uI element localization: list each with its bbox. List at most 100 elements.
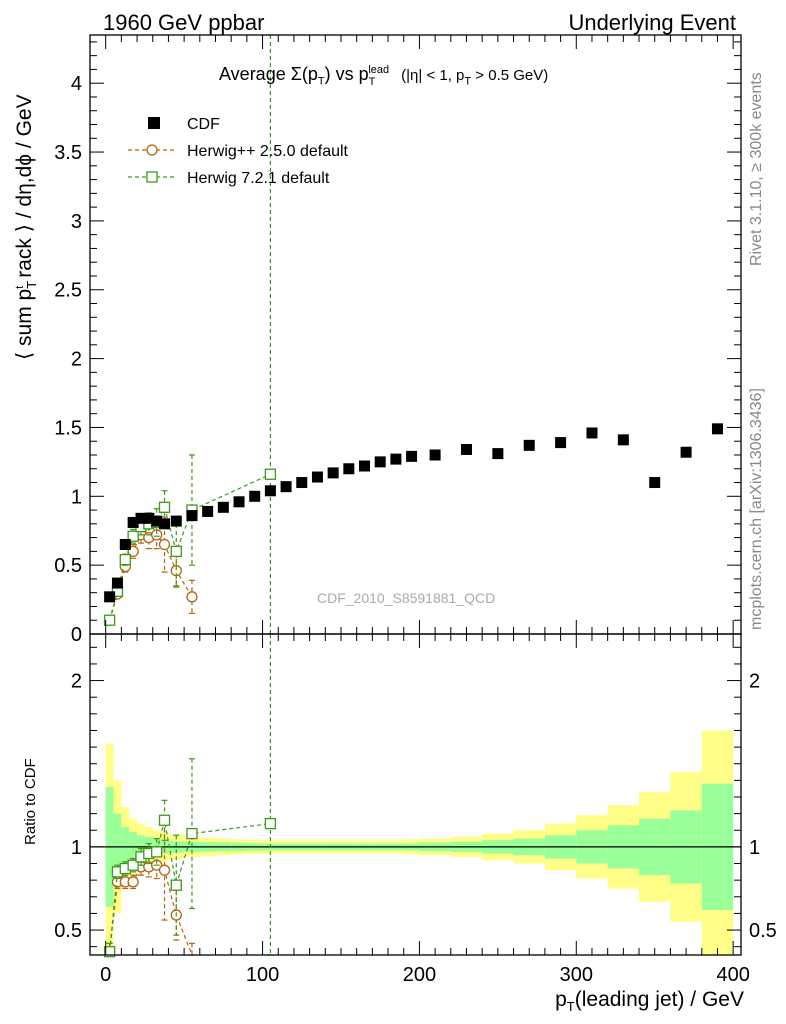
cdf-data-point [555, 437, 567, 449]
ratio-y-tick-label-left: 2 [71, 671, 82, 693]
main-ylabel-sup: t [14, 285, 26, 289]
main-y-tick-label: 2.5 [54, 280, 82, 302]
herwig7-ratio-point [103, 946, 116, 958]
main-y-tick-label: 0 [71, 624, 82, 646]
cdf-data-point [327, 467, 339, 479]
cdf-data-point [296, 477, 308, 489]
main-y-tick-label: 0.5 [54, 555, 82, 577]
cdf-data-point [151, 515, 163, 527]
cdf-data-point [170, 515, 182, 527]
header-left: 1960 GeV ppbar [103, 10, 265, 35]
ratio-panel-frame [89, 633, 742, 956]
x-tick-label: 400 [716, 964, 749, 986]
title-cond-tail: > 0.5 GeV) [471, 67, 549, 84]
xlabel-sub: T [566, 999, 575, 1015]
header-right: Underlying Event [568, 10, 736, 35]
cdf-data-point [159, 518, 171, 530]
herwig7-ratio-point [158, 814, 171, 826]
title-sub-t3: T [464, 75, 472, 88]
cdf-data-point [374, 456, 386, 468]
main-y-tick-label: 3 [71, 211, 82, 233]
ratio-y-tick-label-left: 0.5 [54, 920, 82, 942]
legend: CDF Herwig++ 2.5.0 default Herwig 7.2.1 de… [128, 116, 349, 187]
cdf-data-point [280, 481, 292, 493]
ratio-y-axis-label: Ratio to CDF [22, 758, 39, 845]
ratio-y-tick-label-left: 1 [71, 837, 82, 859]
main-ylabel-sub: T [24, 280, 40, 289]
main-y-axis-label: ⟨ sum pTt rack ⟩ / dη,dϕ / GeV [12, 94, 39, 360]
cdf-data-point [617, 434, 629, 446]
herwigpp-ratio-point [158, 864, 171, 876]
cdf-data-point [359, 460, 371, 472]
title-sigma: Σ(p [290, 64, 318, 84]
herwig7-ratio-point [264, 817, 277, 830]
cdf-data-point [186, 510, 198, 522]
cdf-data-point [233, 496, 245, 508]
x-tick-label: 100 [246, 964, 279, 986]
cdf-data-point [264, 485, 276, 497]
ratio-y-tick-label-right: 1 [749, 837, 760, 859]
cdf-data-point [202, 505, 214, 517]
herwigpp-main-line [109, 534, 193, 621]
xlabel-rest: (leading jet) / GeV [574, 988, 744, 1011]
herwig7-main-point [264, 468, 277, 480]
rivet-label: Rivet 3.1.10, ≥ 300k events [748, 72, 765, 266]
cdf-data-point [492, 448, 504, 460]
ratio-y-tick-label-right: 0.5 [749, 920, 777, 942]
x-tick-label: 0 [100, 964, 111, 986]
cdf-data-point [460, 443, 472, 455]
cdf-data-point [249, 490, 261, 502]
cdf-data-point [217, 501, 229, 513]
main-y-tick-label: 3.5 [54, 142, 82, 164]
cdf-data-point [311, 471, 323, 483]
mcplots-label: mcplots.cern.ch [arXiv:1306.3436] [748, 388, 765, 630]
ratio-series-layer [103, 633, 277, 958]
main-y-tick-label: 4 [71, 73, 82, 95]
herwig7-main-point [127, 530, 139, 542]
legend-marker-herwigpp [146, 144, 158, 156]
x-axis-label: pT(leading jet) / GeV [555, 988, 744, 1014]
cdf-data-point [143, 512, 155, 524]
title-prefix: Average [219, 64, 291, 84]
x-tick-label: 200 [403, 964, 436, 986]
cdf-data-point [390, 453, 402, 465]
title-cond: (|η| < 1, p [401, 67, 465, 84]
cdf-data-point [406, 450, 418, 462]
cdf-data-point [111, 577, 123, 589]
main-y-tick-label: 1.5 [54, 417, 82, 439]
legend-marker-cdf [148, 117, 160, 129]
ratio-uncertainty-bands [105, 730, 734, 955]
cdf-data-point [429, 449, 441, 461]
analysis-watermark: CDF_2010_S8591881_QCD [317, 590, 496, 606]
title-sub-t2: T [368, 75, 376, 88]
cdf-data-point [649, 477, 661, 489]
cdf-data-point [586, 427, 598, 439]
legend-entry-label: Herwig 7.2.1 default [187, 170, 330, 187]
legend-entry-label: Herwig++ 2.5.0 default [187, 143, 349, 160]
ratio-y-tick-label-right: 2 [749, 671, 760, 693]
cdf-data-point [135, 512, 147, 524]
herwig7-main-point [103, 614, 116, 626]
herwig7-ratio-point [151, 846, 163, 858]
cdf-data-point [104, 591, 116, 603]
cdf-data-point [680, 446, 692, 458]
herwigpp-main-point [158, 538, 171, 551]
title-vs: ) vs p [324, 64, 369, 84]
herwigpp-main-point [186, 591, 198, 603]
herwig7-main-point [170, 545, 182, 558]
cdf-data-point [119, 538, 131, 550]
herwig7-ratio-point [170, 879, 182, 891]
title-sup-lead: lead [368, 64, 390, 76]
herwigpp-ratio-point [127, 876, 139, 888]
herwig7-main-point [158, 501, 171, 513]
cdf-data-point [711, 423, 723, 435]
cdf-data-point [127, 516, 139, 528]
main-ylabel-head: ⟨ sum p [13, 288, 36, 360]
cdf-data-point [523, 439, 535, 451]
cdf-data-point [343, 463, 355, 475]
plot-title: Average Σ(pT) vs pTlead (|η| < 1, pT > 0… [219, 64, 548, 88]
x-tick-label: 300 [560, 964, 593, 986]
legend-entry-label: CDF [187, 116, 220, 133]
main-series-layer [103, 34, 723, 635]
